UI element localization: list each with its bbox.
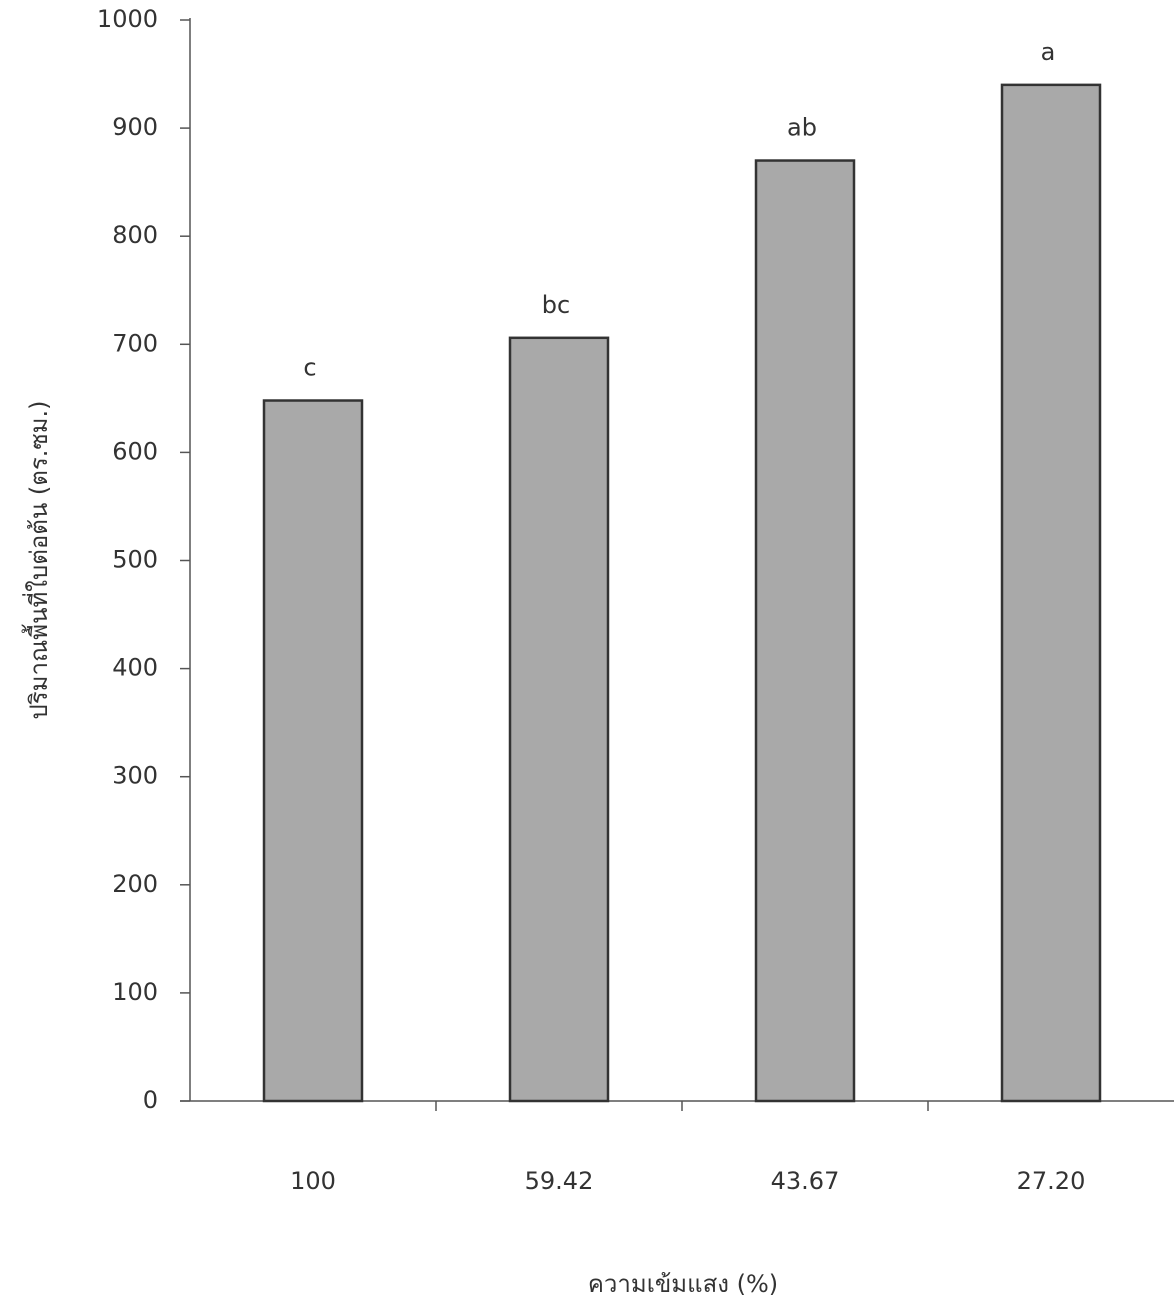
annotation: a bbox=[1041, 38, 1056, 66]
bar bbox=[1000, 83, 1102, 1103]
y-tick-label: 500 bbox=[112, 546, 158, 574]
x-tick-label: 59.42 bbox=[525, 1167, 594, 1195]
y-tick-label: 700 bbox=[112, 329, 158, 357]
annotation: bc bbox=[542, 291, 570, 319]
y-tick-label: 100 bbox=[112, 978, 158, 1006]
bar bbox=[508, 336, 610, 1103]
bar bbox=[262, 399, 364, 1103]
x-tick-label: 27.20 bbox=[1017, 1167, 1086, 1195]
x-tick-label: 43.67 bbox=[771, 1167, 840, 1195]
x-axis-label: ความเข้มแสง (%) bbox=[588, 1270, 778, 1298]
y-tick-label: 400 bbox=[112, 654, 158, 682]
y-tick-label: 200 bbox=[112, 870, 158, 898]
bar bbox=[754, 159, 856, 1103]
y-tick-label: 900 bbox=[112, 113, 158, 141]
y-tick-label: 1000 bbox=[97, 5, 158, 33]
y-tick-label: 600 bbox=[112, 437, 158, 465]
y-tick-label: 0 bbox=[143, 1086, 158, 1114]
y-tick-label: 300 bbox=[112, 762, 158, 790]
annotation: ab bbox=[787, 114, 817, 142]
x-tick-label: 100 bbox=[290, 1167, 336, 1195]
y-tick-label: 800 bbox=[112, 221, 158, 249]
annotation: c bbox=[303, 354, 316, 382]
y-axis-label: ปริมาณพื้นที่ใบต่อต้น (ตร.ซม.) bbox=[21, 401, 53, 720]
